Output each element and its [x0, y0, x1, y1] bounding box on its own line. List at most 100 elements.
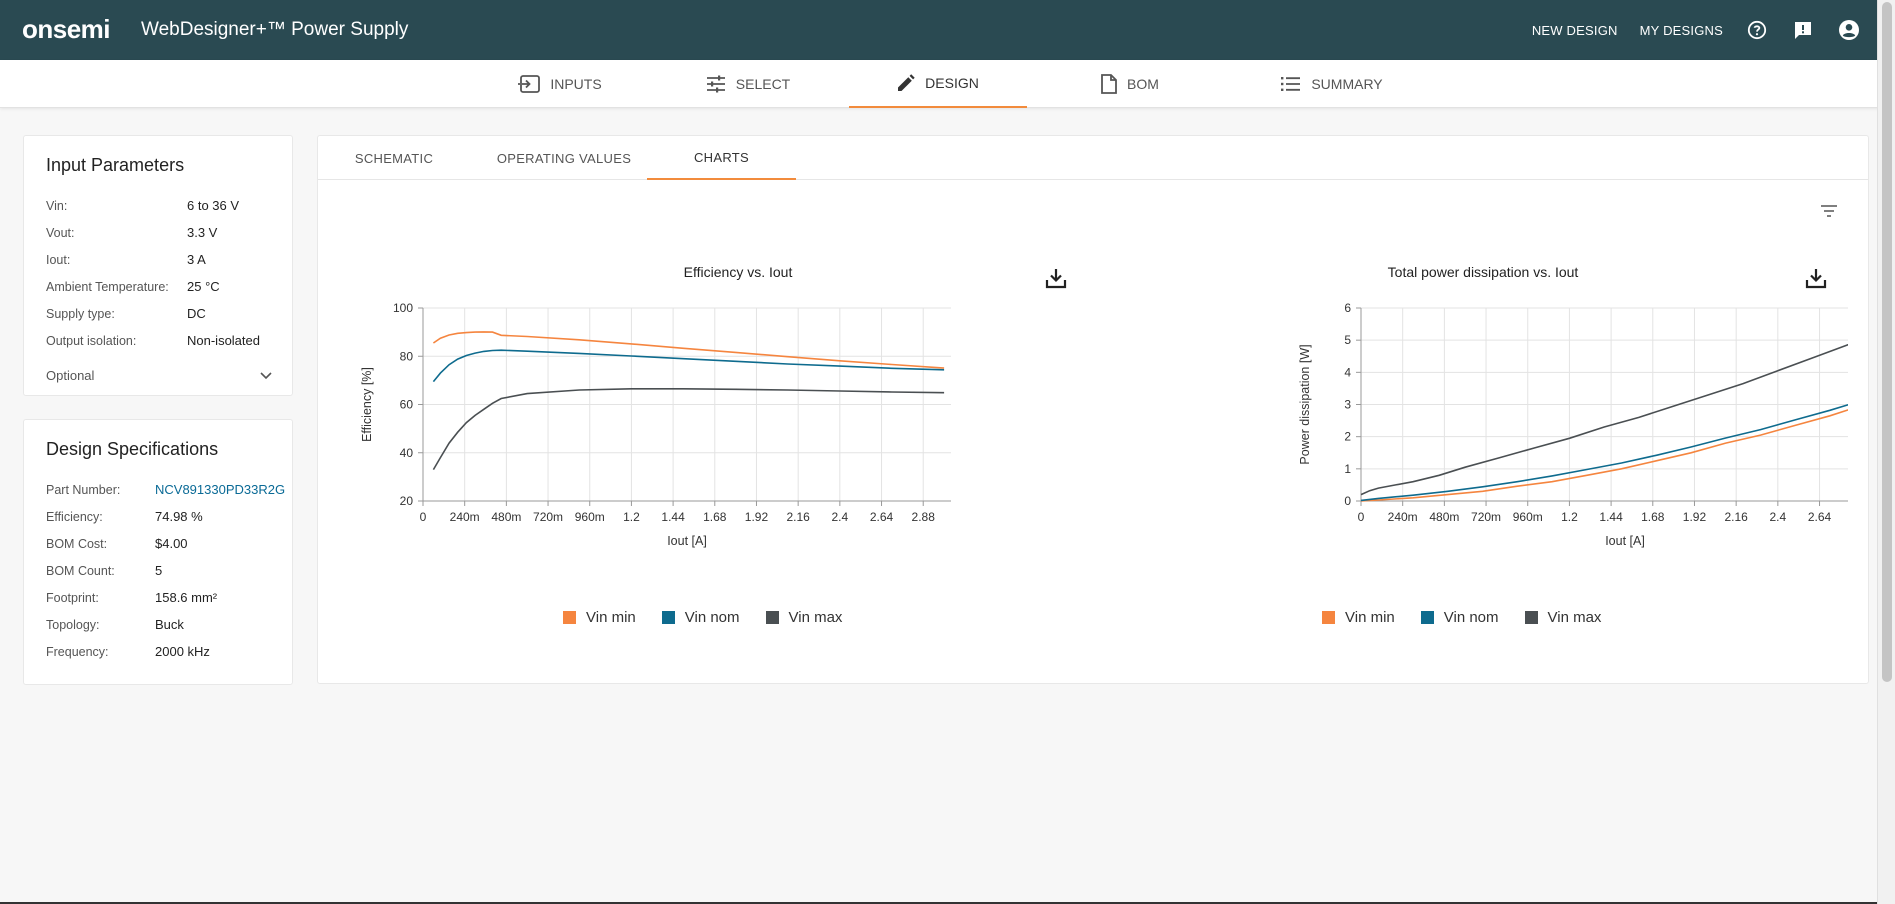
y-tick-label: 5: [1344, 333, 1351, 347]
page-scrollbar[interactable]: [1877, 0, 1895, 904]
step-bom[interactable]: BOM: [1070, 60, 1190, 108]
x-tick-label: 2.4: [1769, 510, 1786, 524]
design-main-panel: SCHEMATIC OPERATING VALUES CHARTS Effici…: [317, 135, 1869, 684]
design-specifications-title: Design Specifications: [46, 439, 219, 459]
param-row-iout: Iout: 3 A: [46, 252, 206, 267]
power-dissipation-chart: 0 240m 480m 720m 960m 1.2 1.44 1.68 1.92 2.16 2.4 2…: [1298, 301, 1848, 548]
list-icon: [1281, 77, 1301, 91]
power-dissipation-legend: Vin min Vin nom Vin max: [1322, 609, 1601, 626]
legend-swatch: [1322, 611, 1335, 624]
legend-item-vin-nom[interactable]: Vin nom: [661, 609, 740, 626]
step-inputs[interactable]: INPUTS: [500, 60, 620, 108]
input-icon: [518, 75, 541, 93]
x-tick-label: 960m: [1513, 510, 1543, 524]
design-specifications-card: Design Specifications Part Number: NCV891…: [23, 419, 293, 685]
step-bom-label: BOM: [1127, 76, 1159, 92]
document-icon: [1101, 74, 1117, 94]
step-select[interactable]: SELECT: [688, 60, 808, 108]
step-design-label: DESIGN: [925, 75, 979, 91]
my-designs-link[interactable]: MY DESIGNS: [1639, 22, 1723, 38]
y-tick-label: 1: [1344, 462, 1351, 476]
x-tick-label: 2.16: [786, 510, 810, 524]
legend-item-vin-nom[interactable]: Vin nom: [1420, 609, 1499, 626]
x-tick-label: 480m: [491, 510, 521, 524]
x-tick-label: 1.92: [745, 510, 769, 524]
y-tick-label: 100: [393, 301, 413, 315]
x-tick-label: 720m: [533, 510, 563, 524]
part-number-link[interactable]: NCV891330PD33R2G: [155, 482, 286, 497]
step-select-label: SELECT: [735, 76, 791, 92]
spec-row-frequency: Frequency: 2000 kHz: [46, 644, 210, 659]
x-tick-label: 0: [1358, 510, 1365, 524]
legend-item-vin-max[interactable]: Vin max: [1524, 609, 1601, 626]
x-tick-label: 2.64: [1808, 510, 1832, 524]
filter-icon[interactable]: [1820, 204, 1838, 218]
x-tick-label: 960m: [575, 510, 605, 524]
sliders-icon: [706, 75, 725, 93]
optional-expander[interactable]: Optional: [46, 368, 272, 383]
param-row-vin: Vin: 6 to 36 V: [46, 198, 240, 213]
step-summary[interactable]: SUMMARY: [1262, 60, 1402, 108]
new-design-link[interactable]: NEW DESIGN: [1531, 22, 1618, 38]
legend-item-vin-max[interactable]: Vin max: [765, 609, 842, 626]
param-row-ambient-temp: Ambient Temperature: 25 °C: [46, 279, 220, 294]
bottom-border: [0, 902, 1877, 904]
y-tick-label: 0: [1344, 494, 1351, 508]
x-tick-label: 480m: [1429, 510, 1459, 524]
x-tick-label: 2.88: [912, 510, 936, 524]
tab-charts[interactable]: CHARTS: [647, 136, 796, 180]
legend-swatch: [765, 611, 779, 624]
scrollbar-thumb[interactable]: [1882, 2, 1892, 682]
legend-item-vin-min[interactable]: Vin min: [563, 609, 636, 626]
param-row-vout: Vout: 3.3 V: [46, 225, 218, 240]
x-tick-label: 1.2: [1561, 510, 1578, 524]
param-row-supply-type: Supply type: DC: [46, 306, 206, 321]
spec-row-footprint: Footprint: 158.6 mm²: [46, 590, 218, 605]
y-tick-label: 40: [400, 446, 414, 460]
power-dissipation-chart-title: Total power dissipation vs. Iout: [1387, 264, 1579, 280]
top-bar: onsemi WebDesigner+™ Power Supply NEW DE…: [0, 0, 1895, 60]
y-tick-label: 6: [1344, 301, 1351, 315]
onsemi-logo[interactable]: onsemi: [22, 14, 111, 44]
download-icon[interactable]: [1045, 267, 1067, 289]
y-tick-label: 80: [400, 349, 414, 363]
legend-item-vin-min[interactable]: Vin min: [1322, 609, 1395, 626]
spec-row-bom-cost: BOM Cost: $4.00: [46, 536, 188, 551]
x-tick-label: 1.2: [623, 510, 640, 524]
legend-swatch: [1420, 611, 1434, 624]
y-tick-label: 20: [400, 494, 414, 508]
x-tick-label: 2.4: [831, 510, 848, 524]
download-icon[interactable]: [1805, 267, 1827, 289]
legend-swatch: [661, 611, 675, 624]
spec-row-efficiency: Efficiency: 74.98 %: [46, 509, 203, 524]
top-actions: NEW DESIGN MY DESIGNS: [1532, 0, 1861, 60]
x-tick-label: 2.16: [1724, 510, 1748, 524]
y-tick-label: 4: [1344, 365, 1351, 379]
input-parameters-card: Input Parameters Vin: 6 to 36 V Vout: 3.3 …: [23, 135, 293, 396]
series-line-vin-max: [432, 388, 945, 471]
input-parameters-title: Input Parameters: [46, 155, 185, 175]
x-axis-title: Iout [A]: [1605, 534, 1645, 548]
design-tabs: SCHEMATIC OPERATING VALUES CHARTS: [318, 136, 1868, 180]
account-icon[interactable]: [1837, 18, 1861, 42]
series-line-vin-nom: [1360, 403, 1848, 502]
x-tick-label: 240m: [1388, 510, 1418, 524]
x-tick-label: 720m: [1471, 510, 1501, 524]
step-navigation: INPUTS SELECT DESIGN BOM SUMMARY: [0, 60, 1895, 108]
series-line-vin-min: [1360, 409, 1848, 502]
y-tick-label: 60: [400, 398, 414, 412]
spec-row-topology: Topology: Buck: [46, 617, 184, 632]
x-tick-label: 0: [420, 510, 427, 524]
tab-schematic[interactable]: SCHEMATIC: [354, 150, 434, 166]
series-line-vin-min: [432, 331, 945, 369]
help-icon[interactable]: [1745, 18, 1769, 42]
optional-label: Optional: [46, 368, 95, 383]
efficiency-chart-title: Efficiency vs. Iout: [683, 264, 793, 280]
y-axis-title: Power dissipation [W]: [1298, 344, 1312, 464]
x-axis-title: Iout [A]: [667, 534, 707, 548]
step-design[interactable]: DESIGN: [849, 60, 1027, 108]
x-tick-label: 2.64: [870, 510, 894, 524]
feedback-icon[interactable]: [1791, 18, 1815, 42]
legend-swatch: [563, 611, 576, 624]
tab-operating-values[interactable]: OPERATING VALUES: [496, 150, 632, 166]
